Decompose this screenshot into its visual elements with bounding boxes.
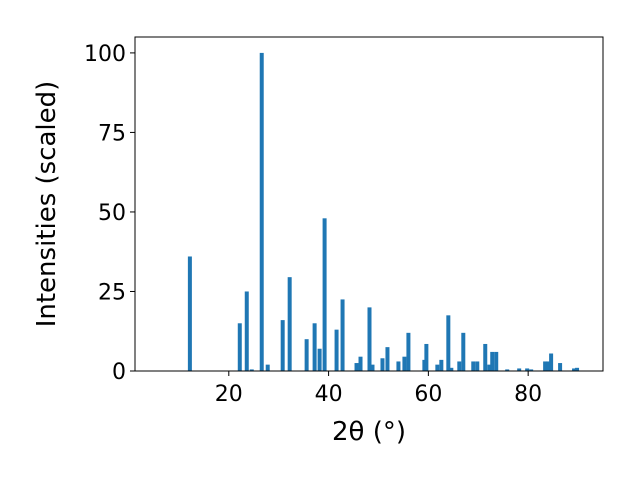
bar (340, 299, 345, 371)
bar (280, 320, 285, 371)
y-tick-label: 75 (98, 121, 126, 146)
bar (575, 367, 580, 371)
bar (187, 256, 192, 371)
bar (358, 356, 363, 371)
bar (529, 369, 534, 371)
bar (385, 347, 390, 371)
bar (525, 368, 530, 371)
bar (487, 364, 492, 371)
bar (505, 369, 510, 371)
bar (543, 361, 548, 371)
bar (249, 369, 254, 371)
bar (446, 315, 451, 371)
bar (517, 368, 522, 371)
bar (237, 323, 242, 371)
bar (380, 358, 385, 371)
bar (402, 356, 407, 371)
bar (304, 339, 309, 371)
x-tick-label: 80 (514, 382, 542, 407)
y-tick-label: 25 (98, 280, 126, 305)
bar (449, 367, 454, 371)
bar (354, 363, 359, 371)
bar (287, 277, 292, 371)
bar (406, 332, 411, 371)
bar (259, 52, 264, 372)
x-axis-label: 2θ (°) (332, 417, 406, 447)
x-tick-label: 20 (215, 382, 243, 407)
bar (244, 291, 249, 371)
plot-frame (134, 36, 604, 372)
x-tick-label: 60 (414, 382, 442, 407)
bar (334, 329, 339, 371)
bar (435, 364, 440, 371)
bar (494, 351, 499, 371)
y-axis-label: Intensities (scaled) (32, 81, 62, 328)
bar (483, 343, 488, 371)
y-tick-label: 100 (84, 42, 126, 67)
bar (471, 361, 476, 371)
bar (312, 323, 317, 371)
bar (424, 343, 429, 371)
bar (558, 363, 563, 371)
bar (439, 359, 444, 371)
bar (317, 348, 322, 371)
bar (461, 332, 466, 371)
y-tick-label: 0 (112, 360, 126, 385)
bar (396, 361, 401, 371)
bar (572, 368, 577, 371)
bar (322, 218, 327, 371)
bar (370, 364, 375, 371)
bar (457, 361, 462, 371)
x-tick-label: 40 (315, 382, 343, 407)
bar (475, 361, 480, 371)
bar (265, 364, 270, 371)
bar (367, 307, 372, 371)
bar (490, 351, 495, 371)
bar (549, 353, 554, 371)
y-tick-label: 50 (98, 201, 126, 226)
bar (546, 361, 551, 371)
